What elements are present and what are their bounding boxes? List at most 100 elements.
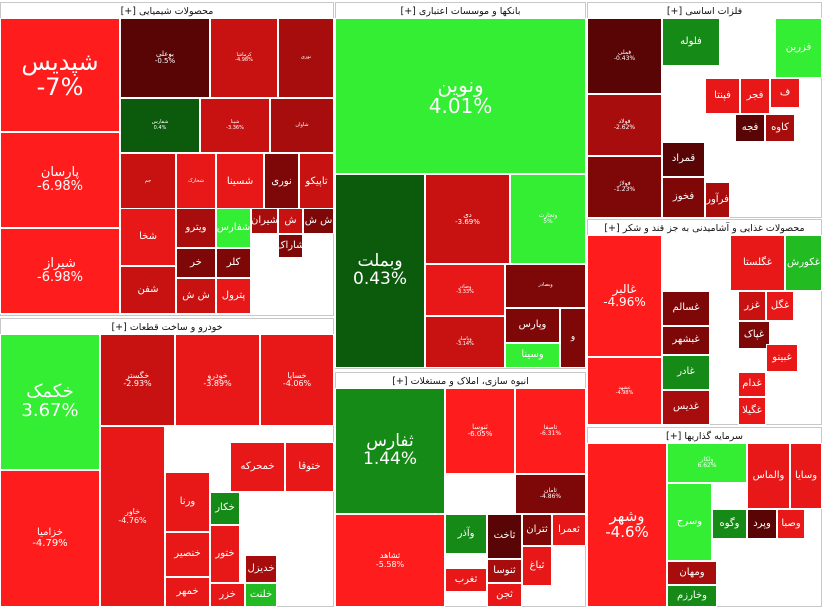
stock-tile[interactable]: وپرد — [747, 509, 777, 539]
stock-tile[interactable]: وبصادر — [505, 264, 586, 308]
stock-tile[interactable]: شخارک — [176, 153, 216, 211]
stock-tile[interactable]: غدیس — [662, 390, 710, 425]
stock-tile[interactable]: خاور -4.76% — [100, 426, 165, 607]
stock-tile[interactable]: وخارزم — [667, 585, 717, 607]
stock-tile[interactable]: و — [560, 308, 586, 368]
stock-tile[interactable]: ثغرب — [445, 568, 487, 592]
stock-tile[interactable]: وصبا — [777, 509, 805, 539]
stock-tile[interactable]: غدام — [738, 372, 766, 397]
stock-tile[interactable]: شاوان — [270, 98, 334, 153]
stock-tile[interactable]: نوری — [264, 153, 299, 211]
stock-tile[interactable]: ورنا — [165, 472, 210, 532]
stock-tile[interactable]: خمهر — [165, 577, 210, 607]
stock-tile[interactable]: قمراد — [662, 142, 705, 177]
stock-tile[interactable]: شپنا -3.36% — [200, 98, 270, 153]
stock-tile[interactable]: غالبر -4.96% — [587, 235, 662, 357]
stock-tile[interactable]: شاراک — [278, 234, 303, 258]
stock-tile[interactable]: ولکار 6.62% — [667, 443, 747, 483]
sector-title[interactable]: سرمایه گذاریها [+] — [588, 428, 821, 446]
stock-tile[interactable]: ختوقا — [285, 442, 334, 492]
stock-tile[interactable]: ثامان -4.86% — [515, 474, 586, 514]
stock-tile[interactable]: ثتران — [522, 514, 552, 546]
stock-tile[interactable]: شیران — [251, 208, 278, 234]
stock-tile[interactable]: شیراز -6.98% — [0, 228, 120, 314]
stock-tile[interactable]: خزر — [210, 583, 245, 607]
stock-tile[interactable]: وپارس — [505, 308, 560, 343]
stock-tile[interactable]: غسالم — [662, 291, 710, 326]
stock-tile[interactable]: وگوه — [712, 509, 747, 539]
stock-tile[interactable]: غگیلا — [738, 397, 766, 425]
stock-tile[interactable]: کاوه — [765, 114, 795, 142]
stock-tile[interactable]: ویترو — [176, 208, 216, 248]
stock-tile[interactable]: تاپیکو — [299, 153, 334, 211]
stock-tile[interactable]: ثنوسا — [487, 559, 522, 583]
stock-tile[interactable]: شفارس 0.4% — [120, 98, 200, 153]
stock-tile[interactable]: غبینو — [766, 344, 798, 372]
stock-tile[interactable]: ثباغ — [522, 546, 552, 586]
stock-tile[interactable]: پارسان -6.98% — [0, 132, 120, 228]
sector-title[interactable]: انبوه سازی، املاک و مستغلات [+] — [336, 373, 585, 391]
stock-tile[interactable]: غادر — [662, 355, 710, 390]
stock-tile[interactable]: جم — [120, 153, 176, 211]
stock-tile[interactable]: ثاخت — [487, 514, 522, 559]
stock-tile[interactable]: شفن — [120, 266, 176, 314]
stock-tile[interactable]: پترول — [216, 278, 251, 314]
stock-tile[interactable]: ثشاهد -5.58% — [335, 514, 445, 607]
stock-tile[interactable]: ختور — [210, 525, 240, 583]
stock-tile[interactable]: غزر — [738, 291, 766, 321]
stock-tile[interactable]: فولاژ -1.23% — [587, 156, 662, 218]
stock-tile[interactable]: شسینا — [216, 153, 264, 211]
sector-title[interactable]: فلزات اساسی [+] — [588, 3, 821, 21]
stock-tile[interactable]: خنصیر — [165, 532, 210, 577]
stock-tile[interactable]: خکار — [210, 492, 240, 525]
stock-tile[interactable]: غپاک — [738, 321, 770, 349]
stock-tile[interactable]: فرآور — [705, 182, 730, 218]
stock-tile[interactable]: فزرین — [775, 18, 822, 78]
stock-tile[interactable]: کرماشا -4.98% — [210, 18, 278, 98]
stock-tile[interactable]: ثاصفا -6.31% — [515, 388, 586, 474]
stock-tile[interactable]: خگستر -2.93% — [100, 334, 175, 426]
stock-tile[interactable]: خساپا -4.06% — [260, 334, 334, 426]
stock-tile[interactable]: فولاد -2.62% — [587, 94, 662, 156]
stock-tile[interactable]: وسرج — [667, 483, 712, 561]
stock-tile[interactable]: فجه — [735, 114, 765, 142]
stock-tile[interactable]: ونوین 4.01% — [335, 18, 586, 174]
stock-tile[interactable]: خمحرکه — [230, 442, 285, 492]
stock-tile[interactable]: وبملت 0.43% — [335, 174, 425, 368]
stock-tile[interactable]: فخوز — [662, 177, 705, 218]
stock-tile[interactable]: خزامیا -4.79% — [0, 470, 100, 607]
stock-tile[interactable]: وسایا — [790, 443, 822, 509]
stock-tile[interactable]: غگل — [766, 291, 794, 321]
stock-tile[interactable]: شفارس — [216, 208, 251, 248]
stock-tile[interactable]: وآذر — [445, 514, 487, 554]
stock-tile[interactable]: وصادر -3.33% — [425, 264, 505, 316]
stock-tile[interactable]: ثفارس 1.44% — [335, 388, 445, 514]
stock-tile[interactable]: خودرو -3.89% — [175, 334, 260, 426]
stock-tile[interactable]: وپاسار -3.14% — [425, 316, 505, 368]
stock-tile[interactable]: فپنتا — [705, 78, 740, 114]
stock-tile[interactable]: خدیزل — [245, 555, 277, 583]
stock-tile[interactable]: وشهر -4.6% — [587, 443, 667, 607]
stock-tile[interactable]: فلوله — [662, 18, 720, 66]
stock-tile[interactable]: وسینا — [505, 343, 560, 368]
stock-tile[interactable]: خکمک 3.67% — [0, 334, 100, 470]
stock-tile[interactable]: ثنوسا -6.05% — [445, 388, 515, 474]
stock-tile[interactable]: وتجارت 5% — [510, 174, 586, 264]
sector-title[interactable]: خودرو و ساخت قطعات [+] — [1, 319, 333, 337]
stock-tile[interactable]: غکورش — [785, 235, 822, 291]
stock-tile[interactable]: والماس — [747, 443, 790, 509]
sector-title[interactable]: بانکها و موسسات اعتباری [+] — [336, 3, 585, 21]
stock-tile[interactable]: خر — [176, 248, 216, 278]
stock-tile[interactable]: کلر — [216, 248, 251, 278]
stock-tile[interactable]: ش ش — [303, 208, 334, 234]
sector-title[interactable]: محصولات غذایی و آشامیدنی به جز قند و شکر… — [588, 220, 821, 238]
stock-tile[interactable]: غشهد -4.98% — [587, 357, 662, 425]
stock-tile[interactable]: ومهان — [667, 561, 717, 585]
stock-tile[interactable]: غگلستا — [730, 235, 785, 291]
stock-tile[interactable]: بوعلی -0.5% — [120, 18, 210, 98]
stock-tile[interactable]: غبشهر — [662, 326, 710, 355]
stock-tile[interactable]: ثجن — [487, 583, 522, 607]
stock-tile[interactable]: ش ش — [176, 278, 216, 314]
stock-tile[interactable]: ف — [770, 78, 800, 108]
stock-tile[interactable]: شخا — [120, 208, 176, 266]
